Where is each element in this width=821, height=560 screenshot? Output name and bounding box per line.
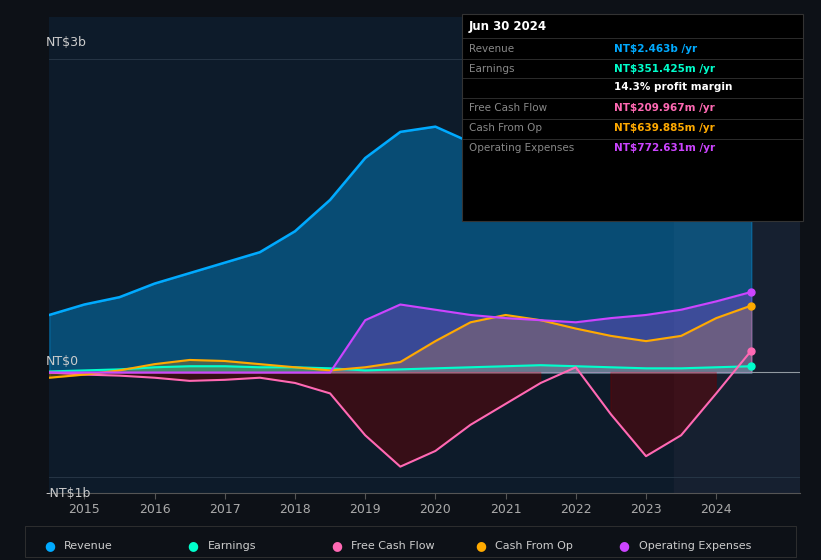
Text: Operating Expenses: Operating Expenses xyxy=(639,541,751,551)
Text: ●: ● xyxy=(618,539,630,553)
Text: Earnings: Earnings xyxy=(208,541,256,551)
Text: ●: ● xyxy=(187,539,199,553)
Text: 14.3% profit margin: 14.3% profit margin xyxy=(614,82,732,92)
Text: Earnings: Earnings xyxy=(469,64,514,74)
Text: NT$3b: NT$3b xyxy=(45,36,86,49)
Text: Free Cash Flow: Free Cash Flow xyxy=(351,541,435,551)
Text: ●: ● xyxy=(475,539,486,553)
Text: NT$209.967m /yr: NT$209.967m /yr xyxy=(614,102,715,113)
Text: NT$2.463b /yr: NT$2.463b /yr xyxy=(614,44,697,54)
Text: Revenue: Revenue xyxy=(469,44,514,54)
Text: NT$772.631m /yr: NT$772.631m /yr xyxy=(614,143,715,153)
Text: -NT$1b: -NT$1b xyxy=(45,487,91,500)
Text: NT$351.425m /yr: NT$351.425m /yr xyxy=(614,64,715,74)
Text: Revenue: Revenue xyxy=(64,541,112,551)
Text: Cash From Op: Cash From Op xyxy=(469,123,542,133)
Text: Jun 30 2024: Jun 30 2024 xyxy=(469,20,547,34)
Text: ●: ● xyxy=(44,539,55,553)
Bar xyxy=(674,17,800,493)
Text: Cash From Op: Cash From Op xyxy=(495,541,573,551)
Text: NT$0: NT$0 xyxy=(45,354,79,368)
Text: Operating Expenses: Operating Expenses xyxy=(469,143,574,153)
Text: ●: ● xyxy=(331,539,342,553)
Text: Free Cash Flow: Free Cash Flow xyxy=(469,102,547,113)
Text: NT$639.885m /yr: NT$639.885m /yr xyxy=(614,123,715,133)
